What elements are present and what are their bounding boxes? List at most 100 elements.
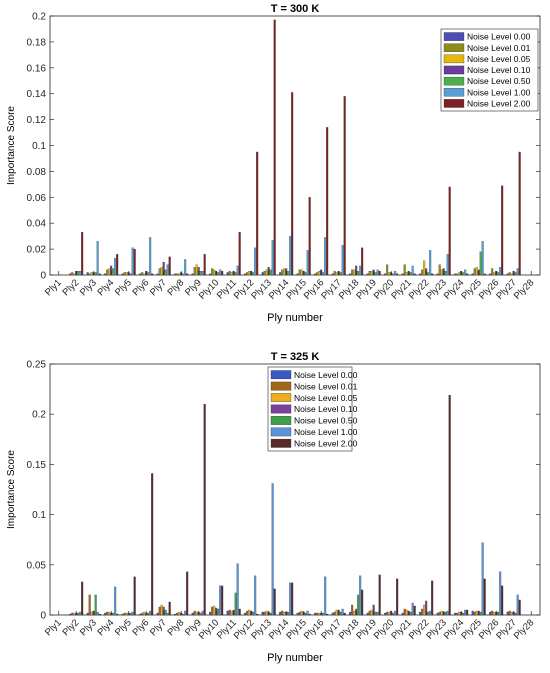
bar-1-5-23: [464, 609, 467, 616]
bar-0-6-25: [501, 185, 504, 276]
bar-1-0-25: [489, 611, 492, 616]
bar-1-0-9: [209, 611, 212, 616]
bar-0-0-4: [121, 273, 124, 276]
bar-1-6-22: [448, 395, 451, 616]
bar-0-4-7: [182, 273, 185, 276]
bar-0-2-11: [248, 271, 251, 276]
bar-1-6-24: [483, 578, 486, 616]
bar-1-1-1: [71, 612, 74, 616]
bar-0-1-3: [106, 269, 109, 276]
bar-1-4-6: [164, 609, 167, 616]
bar-1-0-4: [121, 613, 124, 616]
bar-0-5-21: [429, 250, 432, 276]
bar-0-5-4: [131, 247, 134, 276]
legend-swatch-0-0: [443, 32, 465, 41]
bar-0-0-6: [156, 273, 159, 276]
y-tick-label-0-9: 0.18: [27, 37, 47, 48]
bar-1-0-26: [506, 611, 509, 616]
bar-0-0-11: [244, 273, 247, 276]
legend-entry-0-0: Noise Level 0.00: [467, 32, 531, 42]
bar-1-2-20: [405, 609, 408, 616]
x-axis-label-0: Ply number: [267, 312, 323, 324]
bar-0-5-15: [324, 237, 327, 276]
bar-1-6-6: [168, 601, 171, 616]
bar-0-2-12: [265, 269, 268, 276]
bar-0-1-12: [263, 271, 266, 276]
bar-0-4-15: [322, 272, 325, 276]
bar-1-5-24: [481, 542, 484, 616]
bar-0-0-24: [471, 273, 474, 276]
bar-0-4-5: [147, 272, 150, 276]
bar-0-4-3: [112, 268, 115, 276]
bar-1-2-1: [73, 612, 76, 616]
bar-0-1-8: [193, 267, 196, 276]
bar-0-0-5: [139, 273, 142, 276]
bar-0-5-3: [114, 258, 117, 276]
bar-0-4-14: [304, 272, 307, 276]
bar-0-2-13: [283, 268, 286, 276]
bar-1-5-4: [131, 611, 134, 616]
bar-0-4-12: [269, 269, 272, 276]
y-tick-label-1-3: 0.15: [27, 460, 47, 471]
bar-1-2-2: [90, 611, 93, 616]
bar-1-4-13: [287, 611, 290, 616]
bar-1-0-15: [314, 612, 317, 616]
bar-1-4-7: [182, 613, 185, 616]
bar-1-6-2: [98, 613, 101, 616]
bar-1-0-12: [261, 611, 264, 616]
bar-0-4-26: [514, 272, 517, 276]
bar-1-6-15: [326, 613, 329, 616]
bar-0-1-20: [403, 264, 406, 276]
bar-0-4-9: [217, 272, 220, 276]
bar-0-5-6: [166, 264, 169, 276]
bar-0-2-4: [125, 272, 128, 276]
bar-1-6-21: [431, 580, 434, 616]
bar-0-4-23: [462, 272, 465, 276]
bar-1-2-6: [160, 604, 163, 616]
bar-1-0-18: [366, 612, 369, 616]
bar-0-0-23: [454, 273, 457, 276]
bar-0-5-9: [219, 269, 222, 276]
bar-0-5-17: [359, 265, 362, 276]
bar-0-6-21: [431, 273, 434, 276]
bar-1-2-9: [213, 605, 216, 616]
y-tick-label-0-4: 0.08: [27, 167, 47, 178]
bar-0-5-5: [149, 237, 152, 276]
bar-0-6-23: [466, 273, 469, 276]
legend-entry-0-4: Noise Level 0.50: [467, 76, 531, 86]
bar-1-0-16: [331, 612, 334, 616]
legend-swatch-1-4: [270, 416, 292, 425]
bar-1-1-22: [438, 611, 441, 616]
bar-1-5-21: [429, 610, 432, 616]
bar-0-2-16: [335, 272, 338, 276]
y-axis-label-1: Importance Score: [6, 450, 17, 529]
legend-entry-1-0: Noise Level 0.00: [294, 370, 358, 380]
bar-1-5-9: [219, 585, 222, 616]
bar-1-2-8: [195, 611, 198, 616]
bar-0-5-1: [79, 271, 82, 276]
bar-1-5-14: [306, 610, 309, 616]
bar-0-4-19: [392, 273, 395, 276]
bar-1-0-5: [139, 613, 142, 616]
bar-0-0-3: [104, 273, 107, 276]
bar-0-0-19: [384, 273, 387, 276]
bar-1-6-23: [466, 609, 469, 616]
bar-0-2-7: [178, 273, 181, 276]
legend-entry-0-2: Noise Level 0.05: [467, 54, 531, 64]
x-tick-label-1-27: Ply28: [512, 617, 537, 642]
legend-entry-0-1: Noise Level 0.01: [467, 43, 531, 53]
bar-1-2-3: [108, 611, 111, 616]
bar-1-0-6: [156, 612, 159, 616]
bar-1-1-11: [246, 610, 249, 616]
bar-1-1-15: [316, 612, 319, 616]
bar-1-4-23: [462, 612, 465, 616]
bar-0-1-26: [508, 272, 511, 276]
bar-0-1-9: [211, 268, 214, 276]
bar-0-5-13: [289, 236, 292, 276]
bar-0-5-10: [236, 265, 239, 276]
bar-0-6-6: [168, 256, 171, 276]
bar-0-1-19: [386, 264, 389, 276]
bar-0-0-12: [261, 272, 264, 276]
bar-1-2-7: [178, 611, 181, 616]
